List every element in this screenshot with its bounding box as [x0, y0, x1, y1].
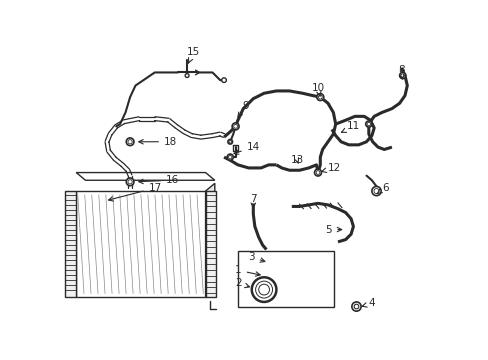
Text: 12: 12: [321, 163, 341, 173]
Circle shape: [232, 123, 239, 130]
Circle shape: [251, 277, 276, 302]
Bar: [238, 251, 333, 307]
Text: 5: 5: [325, 225, 341, 235]
Circle shape: [314, 169, 321, 176]
Text: 16: 16: [139, 175, 179, 185]
Text: 11: 11: [341, 121, 360, 132]
Text: 1: 1: [235, 265, 260, 276]
Circle shape: [400, 74, 404, 77]
Circle shape: [371, 186, 380, 196]
Circle shape: [297, 271, 304, 277]
Circle shape: [128, 180, 132, 184]
Circle shape: [228, 140, 231, 143]
Circle shape: [126, 178, 134, 186]
Circle shape: [221, 78, 226, 82]
Circle shape: [351, 302, 360, 311]
Text: 6: 6: [376, 183, 388, 194]
Text: 2: 2: [235, 278, 249, 288]
Bar: [65, 191, 76, 297]
Text: 9: 9: [238, 101, 248, 117]
Text: 13: 13: [290, 155, 303, 165]
Text: 14: 14: [234, 142, 260, 154]
Circle shape: [226, 154, 233, 160]
Circle shape: [126, 138, 134, 145]
Text: 17: 17: [108, 183, 162, 201]
Circle shape: [315, 171, 319, 175]
Circle shape: [185, 73, 189, 77]
Bar: [76, 191, 205, 297]
Circle shape: [373, 189, 378, 194]
Text: 18: 18: [139, 137, 177, 147]
Circle shape: [299, 273, 302, 276]
Text: 10: 10: [311, 83, 324, 96]
Text: 3: 3: [248, 252, 264, 262]
Polygon shape: [205, 183, 214, 297]
Circle shape: [128, 140, 132, 144]
Bar: [205, 191, 216, 297]
Circle shape: [318, 95, 322, 99]
Text: 4: 4: [362, 298, 375, 309]
Circle shape: [365, 121, 371, 127]
Circle shape: [316, 94, 323, 100]
Circle shape: [399, 72, 405, 78]
Circle shape: [228, 156, 231, 159]
Circle shape: [227, 139, 232, 144]
Circle shape: [366, 122, 370, 126]
Circle shape: [233, 125, 237, 128]
Text: 15: 15: [186, 48, 200, 63]
Circle shape: [353, 304, 358, 309]
Text: 7: 7: [249, 194, 256, 207]
Text: 8: 8: [397, 65, 404, 79]
